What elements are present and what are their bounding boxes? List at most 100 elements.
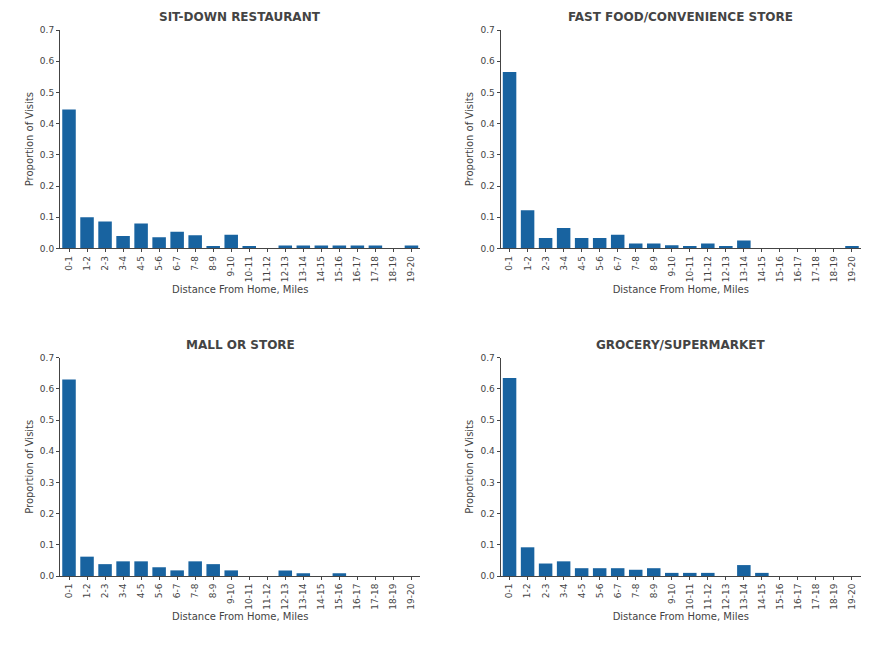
svg-text:15-16: 15-16 bbox=[775, 583, 785, 609]
svg-text:17-18: 17-18 bbox=[811, 256, 821, 282]
svg-text:6-7: 6-7 bbox=[613, 256, 623, 271]
svg-text:0.2: 0.2 bbox=[480, 509, 494, 519]
svg-text:14-15: 14-15 bbox=[316, 256, 326, 282]
svg-text:3-4: 3-4 bbox=[118, 583, 128, 598]
svg-text:0.1: 0.1 bbox=[40, 540, 54, 550]
svg-text:12-13: 12-13 bbox=[280, 584, 290, 610]
svg-text:19-20: 19-20 bbox=[406, 583, 416, 609]
svg-text:Distance From Home, Miles: Distance From Home, Miles bbox=[613, 284, 749, 295]
svg-text:0.7: 0.7 bbox=[40, 25, 54, 35]
svg-text:8-9: 8-9 bbox=[649, 583, 659, 598]
svg-text:0-1: 0-1 bbox=[504, 584, 514, 599]
svg-text:Proportion of Visits: Proportion of Visits bbox=[464, 92, 475, 186]
svg-text:1-2: 1-2 bbox=[82, 256, 92, 271]
svg-text:18-19: 18-19 bbox=[829, 583, 839, 609]
svg-text:11-12: 11-12 bbox=[262, 256, 272, 282]
svg-text:0.5: 0.5 bbox=[480, 88, 494, 98]
svg-text:9-10: 9-10 bbox=[667, 583, 677, 604]
svg-text:15-16: 15-16 bbox=[775, 256, 785, 282]
svg-text:5-6: 5-6 bbox=[595, 583, 605, 598]
svg-text:2-3: 2-3 bbox=[100, 584, 110, 599]
svg-text:7-8: 7-8 bbox=[631, 256, 641, 271]
svg-text:19-20: 19-20 bbox=[847, 256, 857, 282]
svg-text:14-15: 14-15 bbox=[316, 584, 326, 610]
svg-text:1-2: 1-2 bbox=[523, 256, 533, 271]
svg-text:Proportion of Visits: Proportion of Visits bbox=[464, 420, 475, 514]
svg-text:9-10: 9-10 bbox=[226, 256, 236, 277]
svg-text:15-16: 15-16 bbox=[334, 256, 344, 282]
svg-text:2-3: 2-3 bbox=[541, 584, 551, 599]
svg-text:5-6: 5-6 bbox=[154, 256, 164, 271]
svg-text:6-7: 6-7 bbox=[172, 584, 182, 599]
svg-text:5-6: 5-6 bbox=[595, 256, 605, 271]
svg-text:0.7: 0.7 bbox=[40, 353, 54, 363]
svg-text:16-17: 16-17 bbox=[793, 584, 803, 610]
svg-text:16-17: 16-17 bbox=[793, 256, 803, 282]
svg-text:17-18: 17-18 bbox=[811, 583, 821, 609]
svg-text:17-18: 17-18 bbox=[370, 583, 380, 609]
svg-text:10-11: 10-11 bbox=[244, 584, 254, 610]
svg-text:0.4: 0.4 bbox=[480, 119, 495, 129]
svg-text:12-13: 12-13 bbox=[721, 584, 731, 610]
svg-text:9-10: 9-10 bbox=[667, 256, 677, 277]
svg-text:0.0: 0.0 bbox=[480, 571, 495, 581]
svg-text:0.2: 0.2 bbox=[40, 181, 54, 191]
svg-text:3-4: 3-4 bbox=[559, 256, 569, 271]
svg-text:0.3: 0.3 bbox=[40, 150, 54, 160]
svg-text:3-4: 3-4 bbox=[118, 256, 128, 271]
svg-text:15-16: 15-16 bbox=[334, 583, 344, 609]
svg-text:0.4: 0.4 bbox=[480, 446, 495, 456]
svg-text:0.3: 0.3 bbox=[480, 478, 494, 488]
svg-text:0.0: 0.0 bbox=[480, 244, 495, 254]
svg-text:0.5: 0.5 bbox=[480, 415, 494, 425]
svg-text:4-5: 4-5 bbox=[136, 256, 146, 271]
svg-text:3-4: 3-4 bbox=[559, 583, 569, 598]
svg-text:13-14: 13-14 bbox=[739, 256, 749, 282]
svg-text:18-19: 18-19 bbox=[388, 583, 398, 609]
svg-text:2-3: 2-3 bbox=[100, 256, 110, 271]
svg-text:13-14: 13-14 bbox=[298, 256, 308, 282]
svg-text:0.1: 0.1 bbox=[480, 212, 494, 222]
svg-text:8-9: 8-9 bbox=[208, 256, 218, 271]
svg-text:11-12: 11-12 bbox=[703, 256, 713, 282]
svg-text:0.2: 0.2 bbox=[480, 181, 494, 191]
svg-text:0.3: 0.3 bbox=[40, 478, 54, 488]
svg-text:0.1: 0.1 bbox=[480, 540, 494, 550]
svg-text:4-5: 4-5 bbox=[136, 584, 146, 599]
svg-text:4-5: 4-5 bbox=[577, 256, 587, 271]
svg-text:GROCERY/SUPERMARKET: GROCERY/SUPERMARKET bbox=[596, 338, 766, 352]
svg-text:14-15: 14-15 bbox=[757, 256, 767, 282]
svg-text:0.5: 0.5 bbox=[40, 88, 54, 98]
svg-text:0.7: 0.7 bbox=[480, 353, 494, 363]
svg-text:Distance From Home, Miles: Distance From Home, Miles bbox=[172, 611, 308, 622]
svg-text:16-17: 16-17 bbox=[352, 256, 362, 282]
svg-text:10-11: 10-11 bbox=[244, 256, 254, 282]
svg-text:0.6: 0.6 bbox=[480, 384, 495, 394]
svg-text:0.4: 0.4 bbox=[40, 446, 55, 456]
svg-text:0.3: 0.3 bbox=[480, 150, 494, 160]
svg-text:0.6: 0.6 bbox=[40, 56, 55, 66]
svg-text:Distance From Home, Miles: Distance From Home, Miles bbox=[613, 611, 749, 622]
svg-text:0-1: 0-1 bbox=[64, 256, 74, 271]
svg-text:8-9: 8-9 bbox=[649, 256, 659, 271]
svg-text:Distance From Home, Miles: Distance From Home, Miles bbox=[172, 284, 308, 295]
svg-text:19-20: 19-20 bbox=[406, 256, 416, 282]
svg-text:0.6: 0.6 bbox=[480, 56, 495, 66]
svg-text:19-20: 19-20 bbox=[847, 583, 857, 609]
svg-text:13-14: 13-14 bbox=[739, 583, 749, 609]
svg-text:0.6: 0.6 bbox=[40, 384, 55, 394]
svg-text:7-8: 7-8 bbox=[190, 256, 200, 271]
svg-text:0.7: 0.7 bbox=[480, 25, 494, 35]
svg-text:13-14: 13-14 bbox=[298, 583, 308, 609]
svg-text:0.0: 0.0 bbox=[40, 571, 55, 581]
svg-text:4-5: 4-5 bbox=[577, 584, 587, 599]
svg-text:7-8: 7-8 bbox=[190, 583, 200, 598]
svg-text:18-19: 18-19 bbox=[829, 256, 839, 282]
svg-text:14-15: 14-15 bbox=[757, 584, 767, 610]
svg-text:0.1: 0.1 bbox=[40, 212, 54, 222]
svg-text:0-1: 0-1 bbox=[504, 256, 514, 271]
svg-text:11-12: 11-12 bbox=[703, 584, 713, 610]
svg-text:MALL OR STORE: MALL OR STORE bbox=[186, 338, 295, 352]
svg-text:Proportion of Visits: Proportion of Visits bbox=[24, 92, 35, 186]
svg-text:0-1: 0-1 bbox=[64, 584, 74, 599]
